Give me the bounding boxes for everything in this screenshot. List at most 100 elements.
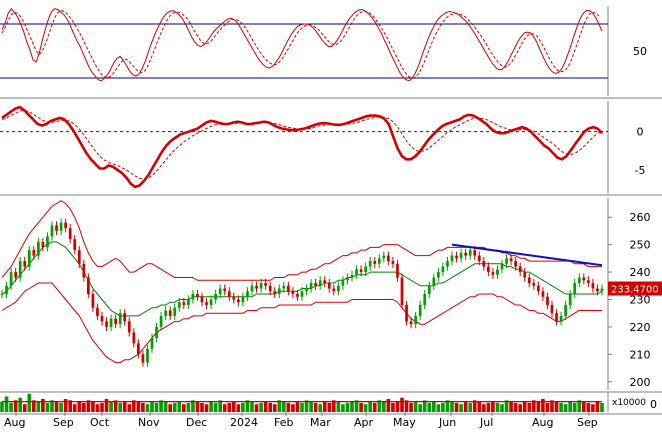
candle-body <box>414 315 417 325</box>
volume-bar <box>591 404 595 412</box>
stochastic-d-line <box>1 9 600 79</box>
candle-body <box>550 304 554 314</box>
volume-bar <box>313 402 318 412</box>
candle-body <box>205 302 208 305</box>
candle-body <box>218 288 222 294</box>
candle-body <box>341 280 345 286</box>
candle-body <box>573 283 577 294</box>
candle-body <box>296 294 299 297</box>
candle-body <box>500 263 504 270</box>
volume-bar <box>95 404 100 412</box>
volume-bar <box>136 401 141 412</box>
volume-bar <box>450 401 454 412</box>
candle-body <box>155 326 158 338</box>
volume-bar <box>100 402 104 412</box>
volume-bar <box>409 402 413 412</box>
volume-bar <box>395 401 400 412</box>
volume-bar <box>222 404 227 412</box>
price-tick-label: 240 <box>630 266 651 279</box>
candle-body <box>141 354 145 363</box>
candle-body <box>346 277 349 281</box>
candle-body <box>132 332 136 344</box>
stochastic-k-line <box>1 7 603 82</box>
volume-bar <box>195 401 200 412</box>
volume-bar <box>82 402 86 412</box>
volume-bar <box>554 401 559 412</box>
candle-body <box>509 258 513 262</box>
candle-body <box>109 318 113 327</box>
price-tick-label: 260 <box>630 211 651 224</box>
candle-body <box>468 250 472 256</box>
candle-body <box>446 261 449 267</box>
volume-bar <box>291 404 295 412</box>
volume-bar <box>422 400 427 412</box>
volume-bar <box>318 404 322 412</box>
candle-body <box>496 269 499 275</box>
candle-body <box>309 283 313 289</box>
candle-body <box>46 236 49 248</box>
volume-bar <box>277 400 282 412</box>
volume-bar <box>163 401 168 412</box>
volume-bar <box>568 401 572 412</box>
x-tick-label: Dec <box>186 416 207 429</box>
price-tick-label: 210 <box>630 348 651 361</box>
volume-bar <box>586 402 591 412</box>
candle-body <box>427 285 431 294</box>
volume-bar <box>272 404 277 412</box>
candle-body <box>450 255 454 262</box>
volume-bar <box>518 404 522 412</box>
candle-body <box>9 272 13 286</box>
volume-bar <box>182 404 186 412</box>
candle-body <box>282 285 286 289</box>
volume-tick-label: 0 <box>650 398 657 411</box>
candle-body <box>127 321 131 333</box>
volume-bar <box>77 401 82 412</box>
candle-body <box>305 288 308 292</box>
candle-body <box>596 288 599 292</box>
x-tick-label: Sep <box>53 416 74 429</box>
candle-body <box>150 337 154 349</box>
candle-body <box>350 274 354 278</box>
volume-bar <box>141 402 145 412</box>
volume-bar <box>491 401 495 412</box>
candle-body <box>227 291 231 297</box>
volume-bar <box>250 401 254 412</box>
volume-bar <box>354 400 359 412</box>
volume-bar <box>127 404 132 412</box>
candle-body <box>364 266 367 273</box>
volume-bar <box>532 400 536 412</box>
candle-body <box>518 266 522 273</box>
volume-bar <box>386 399 391 412</box>
candle-body <box>327 283 331 289</box>
candle-body <box>196 294 199 297</box>
volume-bar <box>145 404 150 412</box>
volume-bar <box>536 401 541 412</box>
candle-body <box>191 294 195 300</box>
candle-body <box>387 255 390 262</box>
volume-bar <box>559 402 563 412</box>
volume-bar <box>63 399 68 412</box>
candle-body <box>18 261 22 278</box>
candle-body <box>277 288 281 294</box>
last-price-tag <box>608 281 662 296</box>
volume-bar <box>463 401 468 412</box>
candle-body <box>82 263 86 278</box>
volume-bar <box>577 400 582 412</box>
candle-body <box>118 313 122 325</box>
volume-bar <box>454 402 459 412</box>
volume-bar <box>595 401 600 412</box>
candle-body <box>250 285 254 292</box>
x-tick-label: Apr <box>354 416 374 429</box>
volume-bar <box>241 402 245 412</box>
volume-bar <box>427 402 432 412</box>
candle-body <box>368 261 372 267</box>
candle-body <box>96 307 99 316</box>
last-price-value: 233.4700 <box>611 285 659 296</box>
volume-bar <box>300 402 304 412</box>
x-tick-label: Aug <box>4 416 25 429</box>
candle-body <box>555 313 558 322</box>
price-tick-label: 230 <box>630 293 651 306</box>
candle-body <box>455 255 458 259</box>
volume-bar <box>368 401 372 412</box>
